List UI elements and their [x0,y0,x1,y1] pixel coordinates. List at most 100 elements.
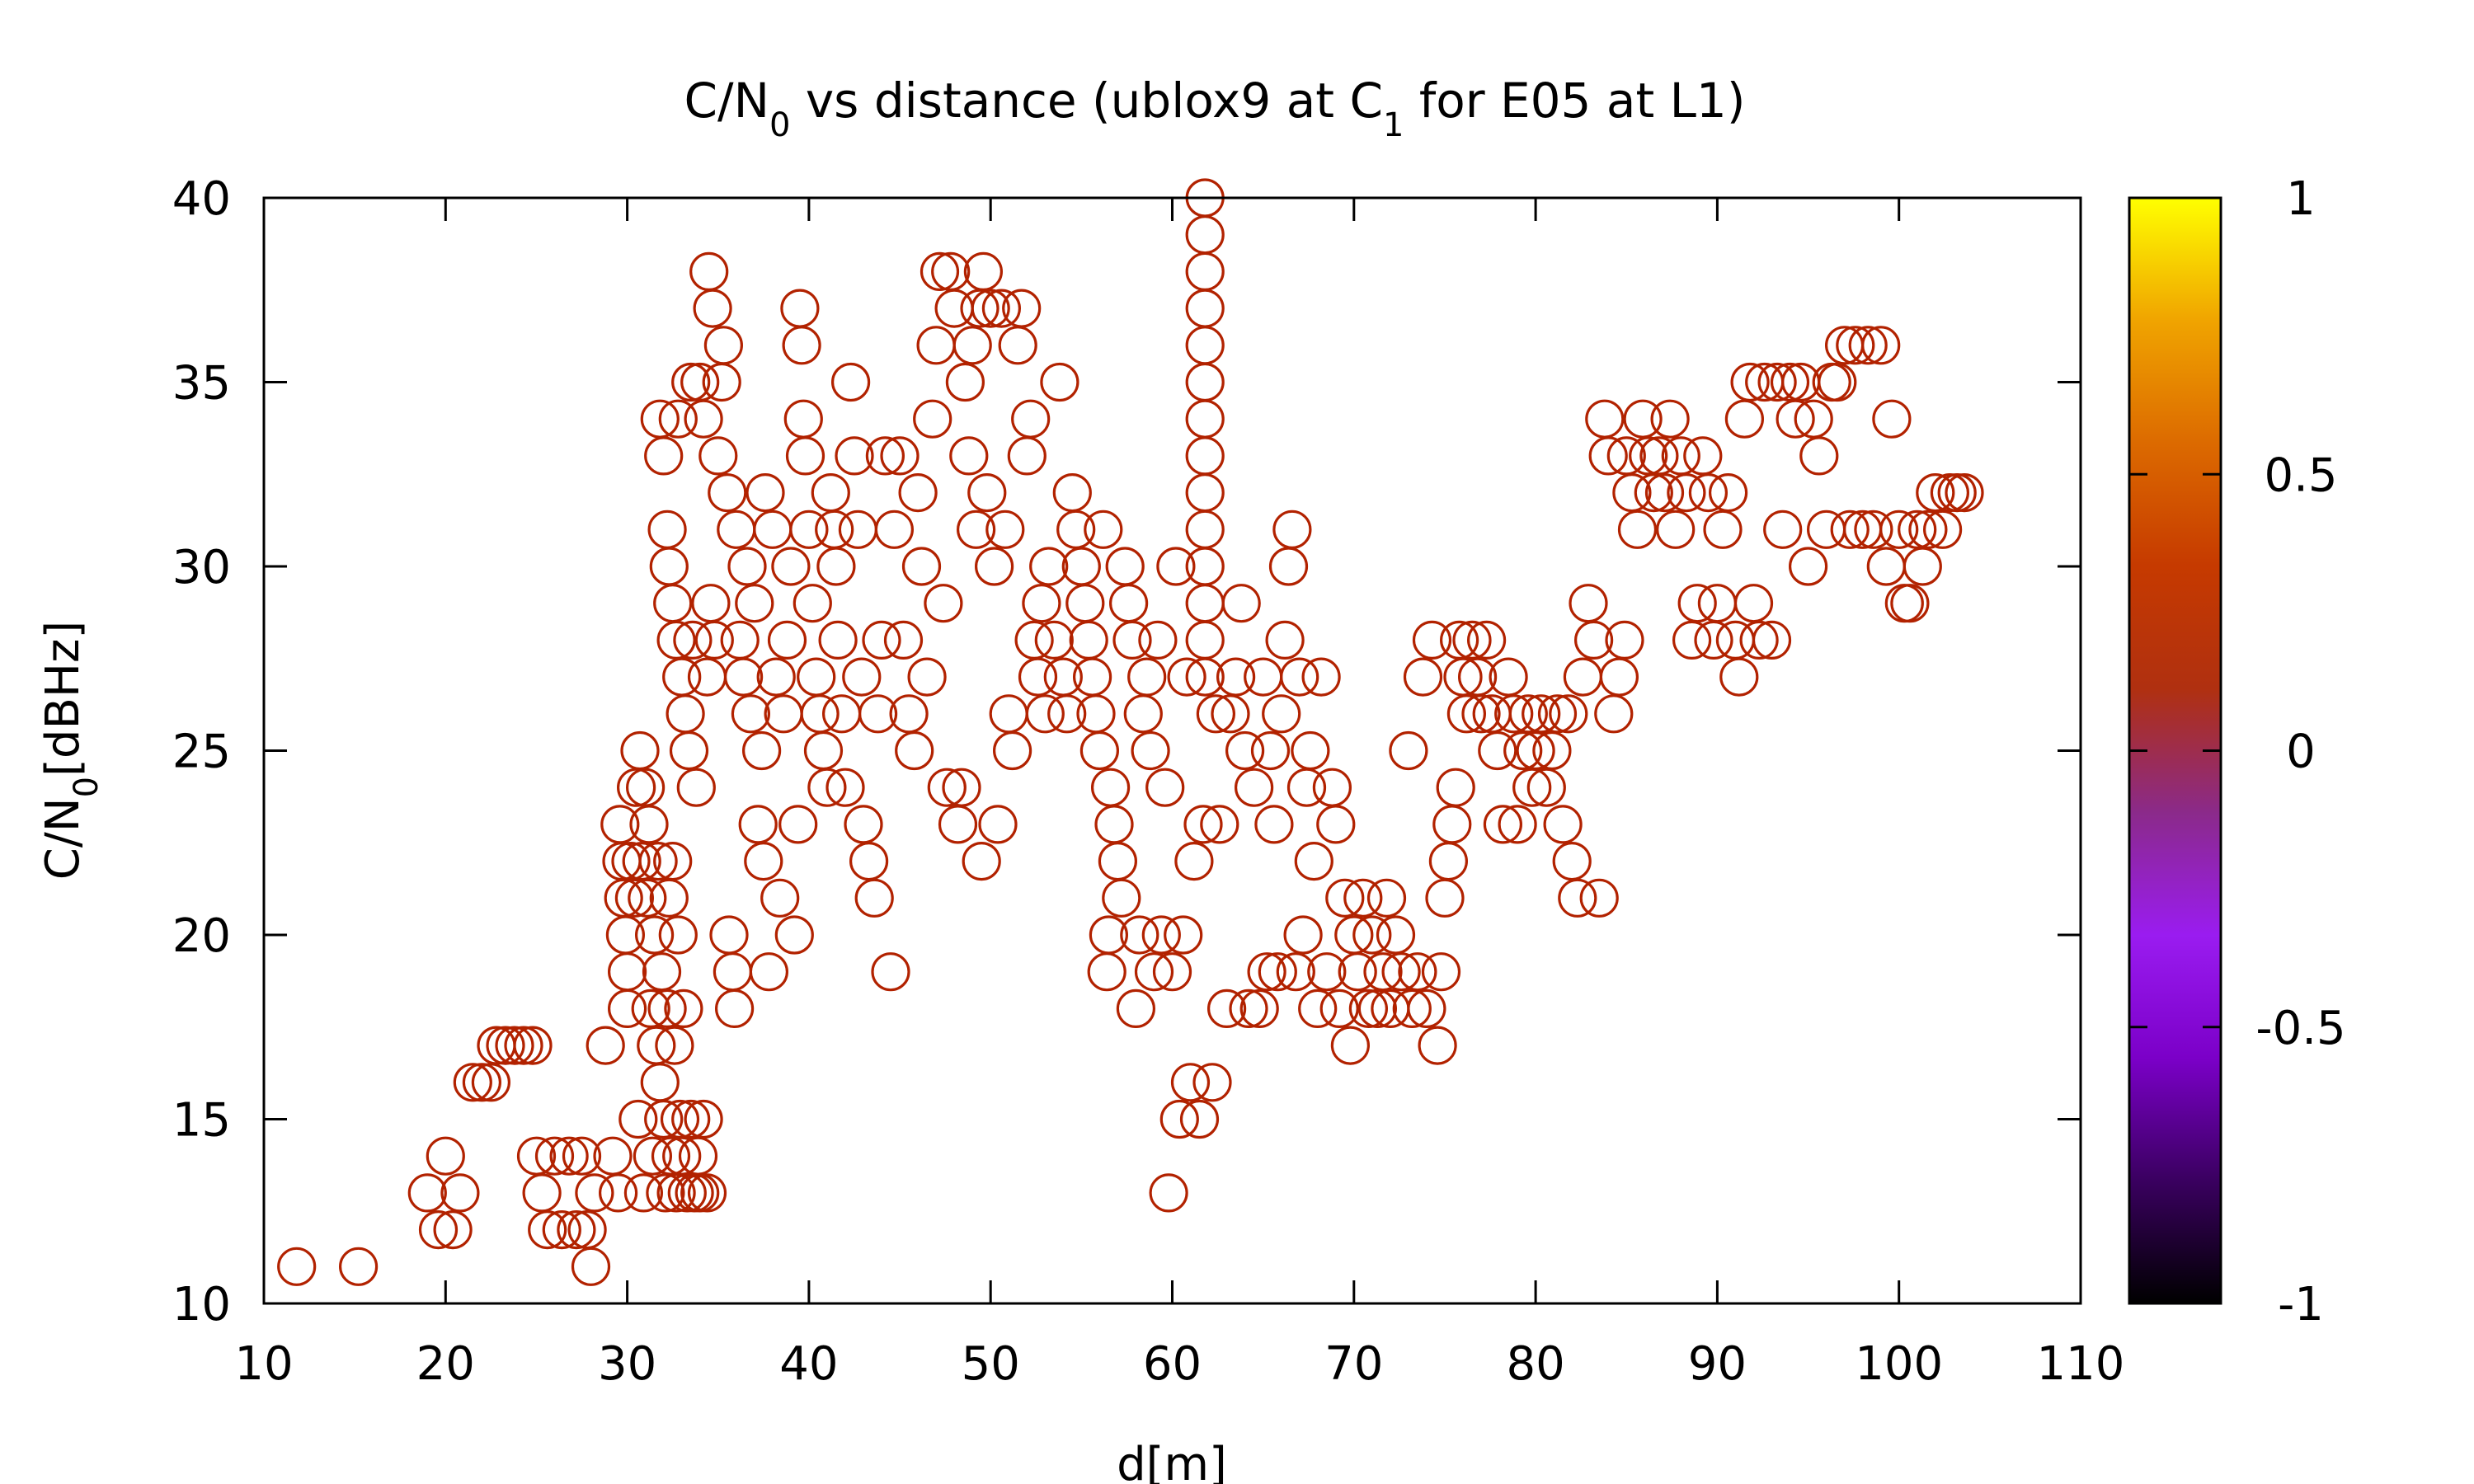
data-point [604,878,643,918]
data-point [1319,989,1359,1029]
data-point [735,584,774,623]
data-point [945,362,985,402]
data-point [644,1099,684,1139]
data-point [495,1026,534,1065]
data-point [985,510,1025,549]
data-point [815,510,854,549]
x-tick-label: 70 [1324,1337,1383,1391]
data-point [1185,510,1225,549]
data-point [1185,472,1225,513]
data-point [1076,694,1116,734]
data-point [1483,805,1523,844]
text-part: for E05 at L1) [1404,73,1745,129]
data-point [462,1063,502,1102]
data-point [1312,768,1352,807]
data-point [1225,730,1265,771]
data-point [1376,915,1416,955]
data-point [818,620,858,660]
colorbar: -1 -0.5 0 0.5 1 [2128,172,2346,1331]
data-point [660,1099,700,1139]
data-point [1357,989,1398,1029]
data-point [1739,620,1779,660]
data-point [549,1136,589,1176]
data-point [830,362,871,402]
data-point [714,989,755,1029]
data-point [1879,510,1919,549]
data-point [1211,694,1250,734]
data-point [989,694,1028,734]
data-point [1916,472,1955,513]
data-point [978,805,1018,844]
text-part: C/N [684,73,769,129]
data-point [1185,547,1225,586]
x-tick-label: 10 [234,1337,293,1391]
x-axis-ticks: 10 20 30 40 50 60 70 80 90 100 110 [234,198,2124,1391]
data-point [998,326,1037,365]
data-point [889,694,929,734]
data-point [1558,878,1597,918]
data-point [605,915,646,955]
data-point [1644,472,1685,513]
data-point [1156,547,1196,586]
data-point [727,547,767,586]
data-point [504,1026,543,1065]
data-point [960,289,999,328]
data-point [522,1173,562,1213]
data-point [949,436,989,476]
data-point [780,289,820,328]
data-point [1588,436,1628,476]
data-point [1152,952,1192,992]
data-point [1366,878,1407,918]
data-point [1247,952,1286,992]
data-point [713,952,753,992]
data-point [418,1209,459,1250]
data-point [673,620,713,660]
data-point [956,510,996,549]
data-point [1298,989,1338,1029]
data-point [785,436,825,476]
data-point [1573,620,1614,660]
data-point [913,399,952,439]
text-part: vs distance (ublox9 at C [790,73,1383,129]
data-point [1543,805,1583,844]
data-point [1206,989,1247,1029]
data-point [1898,510,1937,549]
data-point [486,1026,525,1065]
colorbar-tick-label: -1 [2278,1278,2324,1331]
data-point [1606,436,1646,476]
data-point [1014,620,1054,660]
subscript-text: 0 [769,106,790,144]
data-point [1848,326,1888,365]
data-point [895,730,934,771]
data-point [825,768,865,807]
data-point [901,547,942,586]
y-tick-label: 25 [172,726,231,779]
y-tick-label: 20 [172,909,231,963]
data-point [963,251,1004,291]
data-point [1770,362,1810,402]
data-point [1452,620,1492,660]
data-point [575,1173,614,1213]
data-point [782,326,821,365]
data-point [1280,657,1319,697]
data-point [607,952,647,992]
data-point [1185,326,1225,365]
data-point [1776,399,1815,439]
data-point [1185,436,1225,476]
data-point [1930,472,1969,513]
x-tick-label: 40 [779,1337,838,1391]
data-point [1489,657,1528,697]
data-point [649,547,689,586]
data-point [693,289,732,328]
data-point [528,1209,567,1250]
data-point [586,1026,625,1065]
data-point [1065,584,1105,623]
data-point [1861,326,1901,365]
text-part: [dBHz] [36,621,90,777]
data-point [920,251,960,291]
data-point [1694,620,1733,660]
data-point [1634,472,1673,513]
data-point [1185,251,1225,291]
data-point [938,805,978,844]
data-point [1102,878,1141,918]
